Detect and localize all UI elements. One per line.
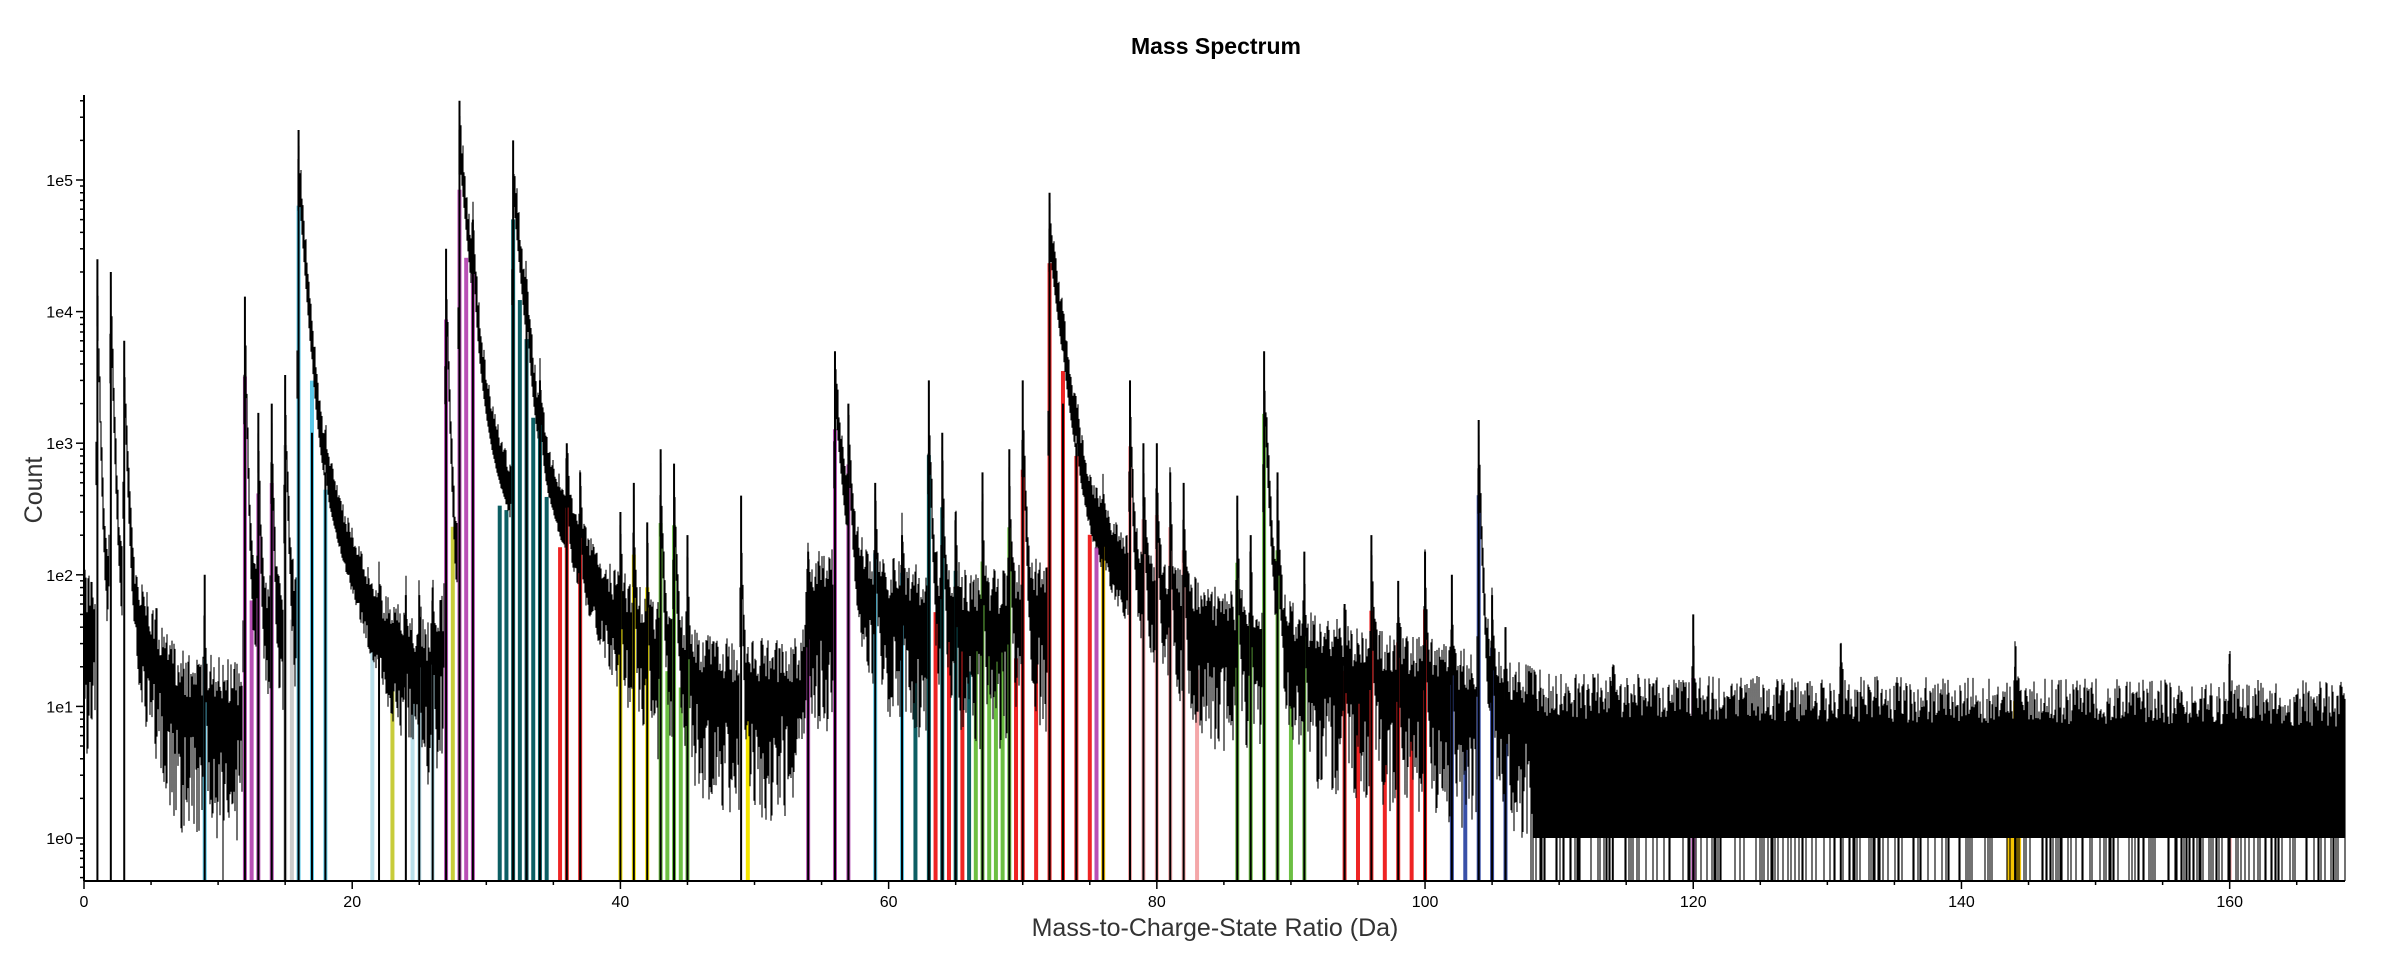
range-blue	[1463, 744, 1468, 881]
y-ticks: 1e0 1e1 1e2 1e3 1e4 1e5	[46, 100, 84, 879]
range-green	[993, 651, 998, 881]
x-tick-label: 0	[80, 894, 89, 911]
y-tick-label: 1e2	[46, 568, 73, 585]
x-axis-label: Mass-to-Charge-State Ratio (Da)	[1032, 914, 1399, 942]
range-yellow	[745, 706, 750, 881]
y-tick-label: 1e5	[46, 173, 73, 190]
range-teal	[517, 300, 522, 882]
range-magenta	[249, 600, 254, 881]
x-tick-label: 20	[343, 894, 361, 911]
x-tick-label: 100	[1412, 894, 1439, 911]
x-ticks: 0 20 40 60 80 100 120 140 160	[80, 881, 2298, 911]
x-tick-label: 40	[612, 894, 630, 911]
x-tick-label: 80	[1148, 894, 1166, 911]
range-red	[946, 630, 951, 881]
x-tick-label: 140	[1948, 894, 1975, 911]
range-magenta	[464, 257, 469, 882]
x-tick-label: 160	[2216, 894, 2243, 911]
range-red	[1014, 658, 1019, 881]
range-teal	[544, 496, 549, 881]
range-green	[1288, 666, 1293, 881]
range-red	[558, 547, 563, 881]
range-gray	[289, 619, 294, 881]
range-red	[1087, 534, 1092, 881]
range-red	[1355, 703, 1360, 881]
range-green	[1000, 630, 1005, 881]
range-green	[678, 687, 683, 881]
spectrum-histogram	[84, 116, 2346, 881]
range-green	[973, 634, 978, 881]
range-green	[665, 671, 670, 881]
chart-title: Mass Spectrum	[1131, 33, 1301, 59]
range-red	[1034, 618, 1039, 881]
range-olive	[450, 526, 455, 881]
x-tick-label: 120	[1680, 894, 1707, 911]
peaks	[96, 100, 2231, 881]
range-teal	[967, 671, 972, 881]
range-pink	[1195, 669, 1200, 881]
range-teal	[531, 417, 536, 881]
range-green	[987, 642, 992, 881]
range-red	[933, 612, 938, 881]
y-tick-label: 1e4	[46, 305, 73, 322]
y-tick-label: 1e0	[46, 831, 73, 848]
y-tick-label: 1e3	[46, 436, 73, 453]
range-lightcyan	[410, 703, 415, 881]
y-tick-label: 1e1	[46, 699, 73, 716]
range-teal	[504, 510, 509, 881]
axes	[83, 95, 2345, 882]
y-axis-label: Count	[20, 457, 48, 524]
range-olive	[390, 680, 395, 881]
range-lightcyan	[370, 643, 375, 881]
range-teal	[913, 631, 918, 881]
x-tick-label: 60	[880, 894, 898, 911]
range-magenta	[1094, 547, 1099, 881]
range-red	[1409, 724, 1414, 881]
range-teal	[497, 505, 502, 881]
range-red	[960, 637, 965, 881]
range-red	[1382, 711, 1387, 881]
